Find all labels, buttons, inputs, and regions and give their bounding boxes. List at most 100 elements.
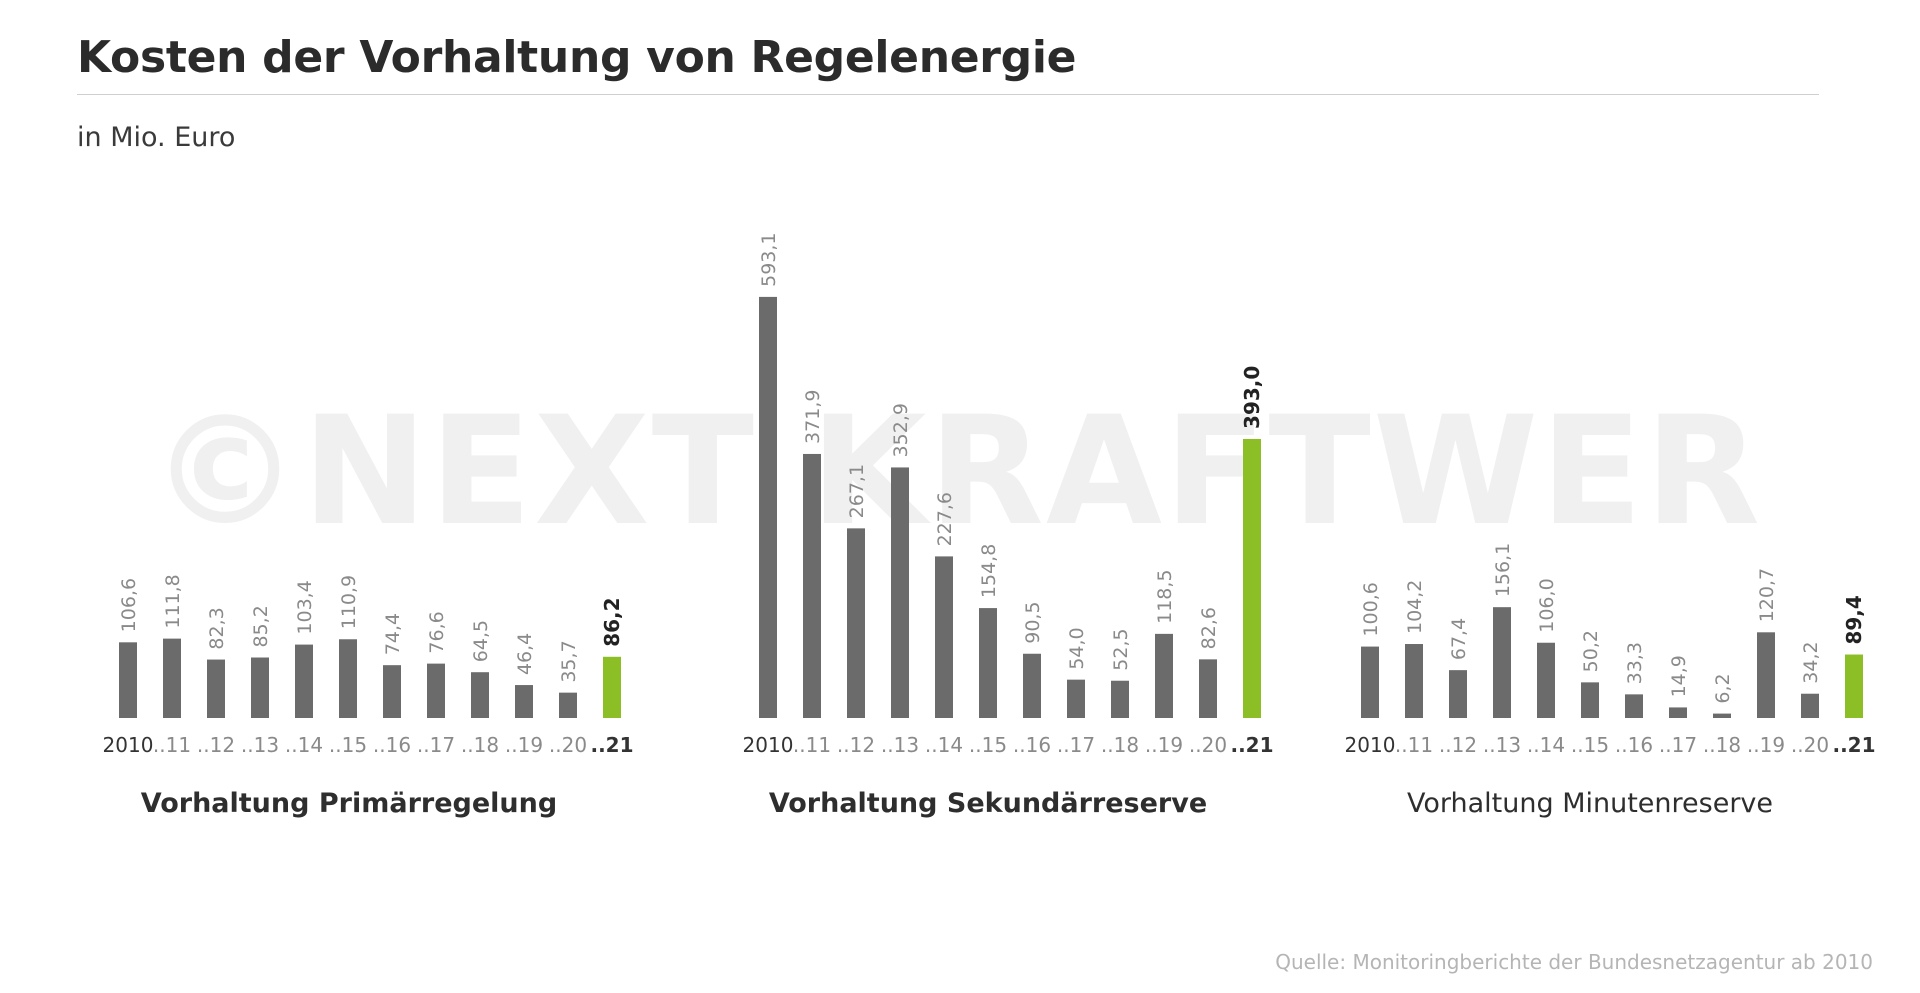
category-label: ..17 xyxy=(1659,733,1697,757)
chart-title: Vorhaltung Primärregelung xyxy=(141,788,557,819)
category-label: ..19 xyxy=(1145,733,1183,757)
bar xyxy=(1625,694,1643,718)
bar xyxy=(1067,679,1085,718)
bar-value-label: 106,6 xyxy=(118,578,140,632)
bar xyxy=(295,644,313,718)
bar-value-label: 67,4 xyxy=(1448,618,1470,660)
bar xyxy=(515,685,533,718)
bar-value-label: 86,2 xyxy=(600,597,624,646)
bar-value-label: 110,9 xyxy=(338,575,360,629)
bar-value-label: 85,2 xyxy=(250,605,272,647)
bar-value-label: 106,0 xyxy=(1536,578,1558,632)
bar-value-label: 52,5 xyxy=(1110,628,1132,670)
bar xyxy=(1669,707,1687,718)
bar xyxy=(339,639,357,718)
category-label: ..20 xyxy=(549,733,587,757)
bar-value-label: 90,5 xyxy=(1022,601,1044,643)
category-label: 2010 xyxy=(743,733,794,757)
bar xyxy=(471,672,489,718)
bar xyxy=(1361,646,1379,718)
bar xyxy=(1023,653,1041,718)
bar-value-label: 64,5 xyxy=(470,620,492,662)
bar-value-label: 393,0 xyxy=(1240,366,1264,429)
bar-value-label: 34,2 xyxy=(1800,641,1822,683)
bar xyxy=(207,659,225,718)
category-label: ..18 xyxy=(461,733,499,757)
category-label: ..15 xyxy=(969,733,1007,757)
category-label: ..13 xyxy=(1483,733,1521,757)
bar xyxy=(1537,642,1555,718)
watermark: ©NEXT KRAFTWERKE xyxy=(150,385,1770,559)
bar-value-label: 352,9 xyxy=(890,403,912,457)
title-divider xyxy=(77,94,1819,95)
bar-value-label: 6,2 xyxy=(1712,673,1734,703)
category-label: ..15 xyxy=(1571,733,1609,757)
bar-value-label: 54,0 xyxy=(1066,627,1088,669)
bar xyxy=(383,665,401,718)
bar xyxy=(427,663,445,718)
bar-value-label: 267,1 xyxy=(846,464,868,518)
category-label: ..18 xyxy=(1703,733,1741,757)
bar xyxy=(1581,682,1599,718)
bar xyxy=(251,657,269,718)
bar xyxy=(935,556,953,718)
bar xyxy=(559,692,577,718)
bar xyxy=(1155,633,1173,718)
category-label: ..16 xyxy=(373,733,411,757)
source-note: Quelle: Monitoringberichte der Bundesnet… xyxy=(1275,950,1873,974)
bar-value-label: 35,7 xyxy=(558,640,580,682)
category-label: ..12 xyxy=(197,733,235,757)
bar-value-label: 156,1 xyxy=(1492,543,1514,597)
chart-title: Vorhaltung Minutenreserve xyxy=(1407,788,1773,819)
category-label: ..13 xyxy=(881,733,919,757)
category-label: ..14 xyxy=(925,733,963,757)
category-label: ..15 xyxy=(329,733,367,757)
bar-value-label: 118,5 xyxy=(1154,569,1176,623)
bar xyxy=(1493,607,1511,718)
category-label: ..12 xyxy=(1439,733,1477,757)
category-label: ..11 xyxy=(793,733,831,757)
category-label: ..18 xyxy=(1101,733,1139,757)
bar xyxy=(1111,680,1129,718)
bar-value-label: 46,4 xyxy=(514,633,536,675)
bar xyxy=(603,656,621,718)
bar-value-label: 100,6 xyxy=(1360,582,1382,636)
bar-value-label: 104,2 xyxy=(1404,580,1426,634)
bar xyxy=(979,608,997,718)
bar xyxy=(1243,438,1261,718)
bar xyxy=(1199,659,1217,718)
bar-value-label: 14,9 xyxy=(1668,655,1690,697)
category-label: ..14 xyxy=(1527,733,1565,757)
category-label: ..21 xyxy=(590,733,633,757)
bar-value-label: 593,1 xyxy=(758,232,780,286)
category-label: ..16 xyxy=(1013,733,1051,757)
bar xyxy=(891,467,909,718)
bar xyxy=(847,528,865,718)
bar-value-label: 103,4 xyxy=(294,580,316,634)
category-label: ..19 xyxy=(1747,733,1785,757)
bar xyxy=(1845,654,1863,718)
category-label: ..13 xyxy=(241,733,279,757)
bar xyxy=(1801,693,1819,718)
category-label: ..12 xyxy=(837,733,875,757)
bar-value-label: 371,9 xyxy=(802,390,824,444)
bar xyxy=(1449,670,1467,718)
bar xyxy=(803,453,821,718)
category-label: ..14 xyxy=(285,733,323,757)
category-label: ..16 xyxy=(1615,733,1653,757)
category-label: ..11 xyxy=(1395,733,1433,757)
bar xyxy=(1405,644,1423,718)
category-label: ..11 xyxy=(153,733,191,757)
category-label: 2010 xyxy=(103,733,154,757)
bar-value-label: 227,6 xyxy=(934,492,956,546)
category-label: ..20 xyxy=(1189,733,1227,757)
bar-value-label: 154,8 xyxy=(978,544,1000,598)
bar xyxy=(759,296,777,718)
bar-value-label: 120,7 xyxy=(1756,568,1778,622)
category-label: ..21 xyxy=(1832,733,1875,757)
bar xyxy=(119,642,137,718)
bar-value-label: 111,8 xyxy=(162,574,184,628)
chart-title: Vorhaltung Sekundärreserve xyxy=(769,788,1207,819)
category-label: ..17 xyxy=(417,733,455,757)
